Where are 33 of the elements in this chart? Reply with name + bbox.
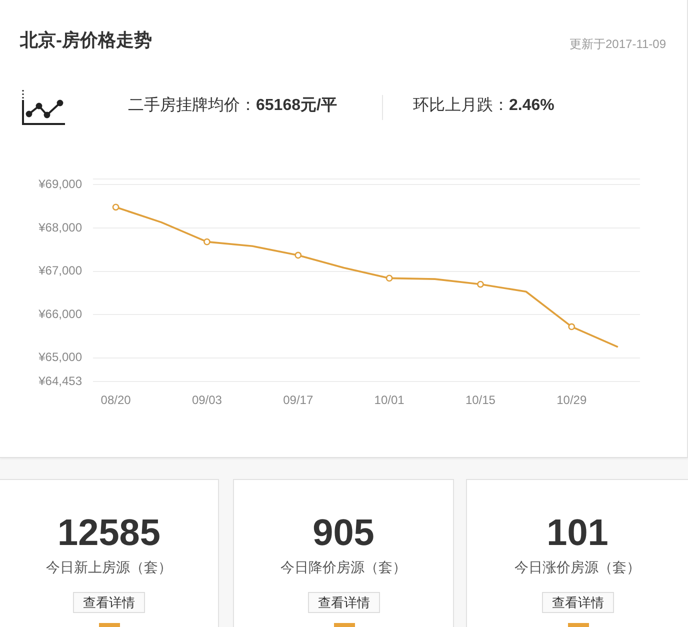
- y-tick-label: ¥65,000: [38, 350, 82, 364]
- point: [386, 274, 393, 282]
- text: 二手房挂牌均价：: [128, 97, 256, 114]
- x-tick-label: 10/01: [374, 393, 405, 408]
- y-tick-label: ¥67,000: [38, 264, 82, 278]
- point: [568, 323, 576, 330]
- text: 今日涨价房源（套）: [514, 559, 642, 575]
- text: 环比上月跌：: [413, 97, 509, 114]
- chart-title: 北京-房价格走势: [20, 30, 152, 50]
- point: [477, 280, 484, 288]
- text: 今日降价房源（套）: [280, 559, 408, 575]
- x-tick-label: 10/15: [465, 393, 496, 408]
- text: 更新于2017-11-09: [570, 37, 666, 51]
- details-button[interactable]: 查看详情: [542, 592, 614, 613]
- text: 2.46%: [509, 97, 554, 114]
- details-button[interactable]: 查看详情: [308, 592, 380, 613]
- y-tick-label: ¥66,000: [38, 306, 82, 321]
- x-tick-label: 09/03: [192, 393, 222, 408]
- text: 12585: [56, 512, 162, 553]
- details-button[interactable]: 查看详情: [73, 592, 145, 613]
- y-tick-label: ¥64,453: [38, 374, 82, 388]
- y-tick-label: ¥69,000: [38, 176, 82, 191]
- text: 65168元/平: [256, 97, 337, 114]
- point: [112, 204, 120, 211]
- x-tick-label: 10/29: [556, 393, 587, 408]
- text: 905: [312, 512, 376, 553]
- text: 101: [546, 512, 610, 553]
- y-tick-label: ¥68,000: [38, 220, 82, 234]
- x-tick-label: 09/17: [283, 393, 314, 408]
- x-tick-label: 08/20: [100, 393, 132, 408]
- text: 今日新上房源（套）: [45, 559, 173, 575]
- point: [204, 238, 210, 246]
- point: [294, 252, 302, 259]
